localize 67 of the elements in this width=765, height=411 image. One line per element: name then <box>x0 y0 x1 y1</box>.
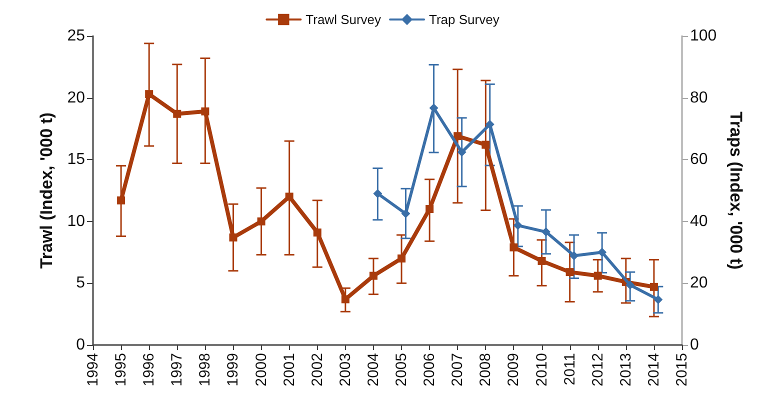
point <box>426 205 434 214</box>
point <box>201 107 210 116</box>
point <box>173 110 182 118</box>
x-tick-label: 2007 <box>449 353 466 386</box>
point <box>145 90 154 98</box>
x-tick-label: 1995 <box>112 353 130 386</box>
x-tick-label: 2001 <box>280 353 298 386</box>
point <box>570 251 579 260</box>
y-tick-label: 0 <box>76 336 86 354</box>
x-tick-label: 2012 <box>589 353 606 386</box>
point <box>398 254 406 262</box>
point <box>454 132 462 140</box>
point <box>117 196 126 204</box>
x-tick-label: 1998 <box>196 353 214 386</box>
y-tick-label: 25 <box>67 28 86 44</box>
x-tick-label: 2002 <box>308 353 326 386</box>
point <box>341 295 350 304</box>
point <box>510 243 518 252</box>
x-tick-label: 2011 <box>561 353 578 386</box>
point <box>482 140 490 149</box>
y2-tick-label: 100 <box>690 28 717 44</box>
x-tick-label: 2010 <box>533 353 550 386</box>
y-tick-label: 15 <box>67 151 86 168</box>
x-tick-label: 2005 <box>393 353 410 386</box>
y-axis-title: Trawl (Index, '000 t) <box>37 112 56 269</box>
point <box>566 268 574 276</box>
y2-tick-label: 20 <box>690 274 708 292</box>
point <box>654 295 663 304</box>
x-tick-label: 2006 <box>421 353 438 386</box>
point <box>285 192 294 201</box>
point <box>369 272 378 280</box>
y-tick-label: 20 <box>67 89 86 106</box>
x-tick-label: 2014 <box>645 353 662 386</box>
x-tick-label: 1994 <box>84 353 102 386</box>
legend-label: Trap Survey <box>429 12 500 27</box>
x-tick-label: 2015 <box>674 353 690 386</box>
y-tick-label: 5 <box>76 274 86 292</box>
point <box>538 256 546 265</box>
point <box>313 228 322 237</box>
point <box>598 248 607 257</box>
point <box>373 189 382 198</box>
point <box>513 220 522 230</box>
x-tick-label: 2003 <box>336 353 354 386</box>
y2-axis-title: Traps (Index, '000 t) <box>726 111 746 270</box>
x-tick-label: 2008 <box>477 353 494 386</box>
x-tick-label: 1997 <box>168 353 186 386</box>
y2-tick-label: 60 <box>690 151 708 168</box>
point <box>650 282 658 291</box>
y2-tick-label: 0 <box>690 336 699 354</box>
legend-label: Trawl Survey <box>306 12 382 27</box>
x-tick-label: 2004 <box>364 353 382 386</box>
y2-tick-label: 40 <box>690 212 708 230</box>
x-tick-label: 1999 <box>224 353 242 386</box>
x-tick-label: 2000 <box>252 353 270 386</box>
point <box>257 217 266 226</box>
y-tick-label: 10 <box>67 212 86 230</box>
point <box>541 227 550 236</box>
x-tick-label: 1996 <box>140 353 158 386</box>
point <box>457 148 466 157</box>
point <box>485 120 494 129</box>
point <box>401 209 410 218</box>
x-tick-label: 2009 <box>505 353 522 386</box>
point <box>626 280 635 290</box>
point <box>229 233 238 242</box>
y2-tick-label: 80 <box>690 89 708 106</box>
x-tick-label: 2013 <box>617 353 634 386</box>
point <box>594 272 602 280</box>
